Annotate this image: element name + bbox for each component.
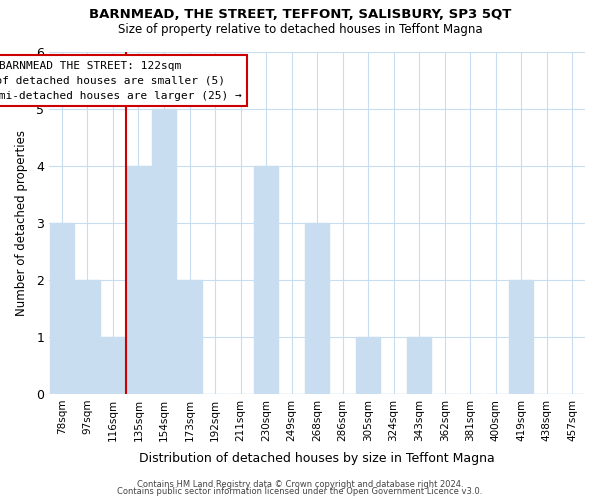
Bar	[101, 337, 125, 394]
Text: BARNMEAD THE STREET: 122sqm
← 17% of detached houses are smaller (5)
83% of semi: BARNMEAD THE STREET: 122sqm ← 17% of det…	[0, 61, 242, 100]
Text: Contains HM Land Registry data © Crown copyright and database right 2024.: Contains HM Land Registry data © Crown c…	[137, 480, 463, 489]
Bar	[356, 337, 380, 394]
Text: BARNMEAD, THE STREET, TEFFONT, SALISBURY, SP3 5QT: BARNMEAD, THE STREET, TEFFONT, SALISBURY…	[89, 8, 511, 20]
Bar	[76, 280, 100, 394]
Text: Size of property relative to detached houses in Teffont Magna: Size of property relative to detached ho…	[118, 22, 482, 36]
Bar	[127, 166, 151, 394]
Bar	[178, 280, 202, 394]
Bar	[152, 110, 176, 394]
Y-axis label: Number of detached properties: Number of detached properties	[15, 130, 28, 316]
X-axis label: Distribution of detached houses by size in Teffont Magna: Distribution of detached houses by size …	[139, 452, 495, 465]
Bar	[305, 223, 329, 394]
Bar	[254, 166, 278, 394]
Text: Contains public sector information licensed under the Open Government Licence v3: Contains public sector information licen…	[118, 488, 482, 496]
Bar	[509, 280, 533, 394]
Bar	[407, 337, 431, 394]
Bar	[50, 223, 74, 394]
